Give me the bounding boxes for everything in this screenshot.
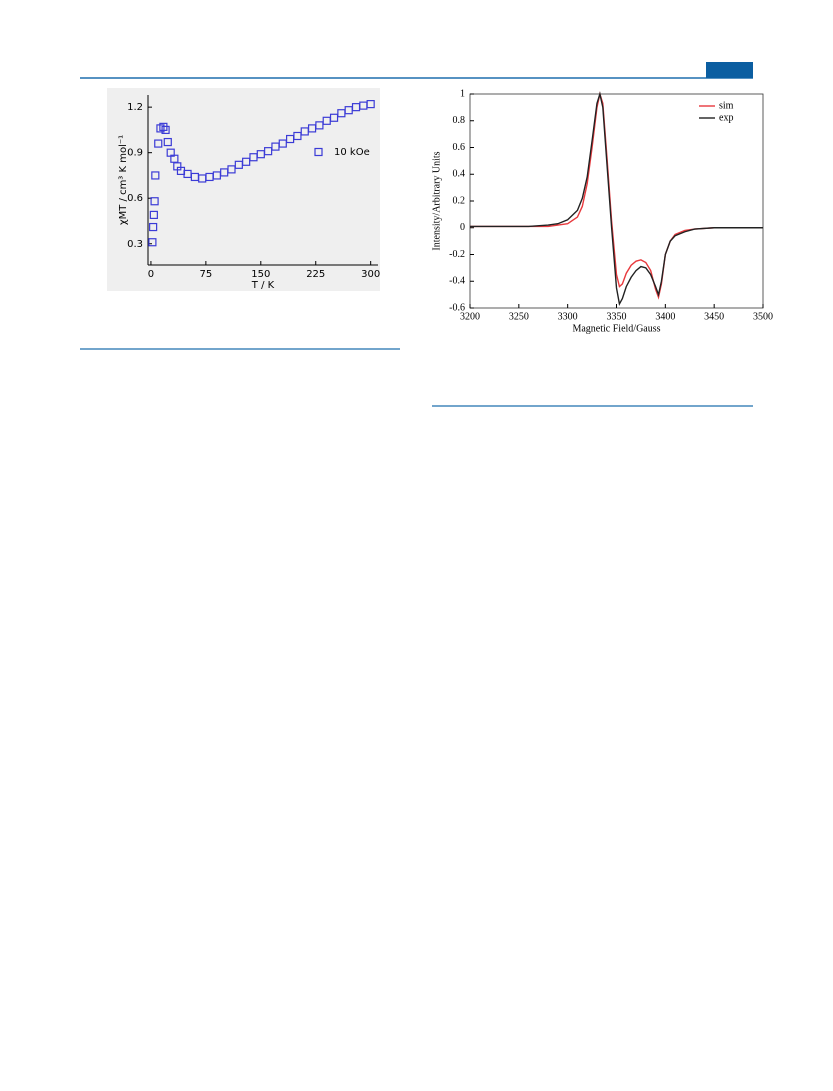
legend-marker [314, 147, 323, 157]
point [315, 121, 324, 130]
y-tick-label: 0.6 [453, 142, 466, 153]
x-tick-label: 75 [199, 269, 212, 280]
y-axis-label: Intensity/Arbitrary Units [431, 151, 442, 250]
x-tick-label: 150 [251, 269, 270, 280]
y-tick-label: 0 [460, 222, 465, 233]
x-tick-label: 3250 [509, 311, 529, 322]
y-tick-label: 1 [460, 88, 465, 99]
y-tick-label: -0.6 [449, 302, 465, 313]
x-axis-label: T / K [251, 280, 275, 291]
x-tick-label: 3200 [460, 311, 480, 322]
header-tab [706, 62, 753, 78]
x-tick-label: 3400 [655, 311, 675, 322]
y-tick-label: 0.3 [127, 239, 143, 250]
x-tick-label: 225 [306, 269, 325, 280]
point [264, 147, 273, 156]
legend-label: exp [719, 112, 733, 123]
point [366, 100, 375, 109]
x-tick-label: 300 [361, 269, 380, 280]
point [149, 222, 158, 232]
point [154, 139, 163, 148]
legend-label: sim [719, 100, 734, 111]
x-tick-label: 3350 [607, 311, 627, 322]
line [470, 91, 763, 300]
y-tick-label: -0.4 [449, 276, 465, 287]
y-tick-label: 0.2 [453, 195, 466, 206]
point [161, 125, 170, 135]
point [150, 197, 159, 206]
point [329, 113, 339, 122]
x-tick-label: 3500 [753, 311, 773, 322]
point [151, 171, 160, 180]
y-tick-label: 0.6 [127, 193, 143, 204]
point [149, 210, 158, 220]
legend-label: 10 kOe [334, 147, 370, 158]
point [278, 139, 287, 148]
y-axis-label: χMT / cm³ K mol⁻¹ [118, 135, 129, 225]
y-tick-label: 0.8 [453, 115, 466, 126]
x-axis-label: Magnetic Field/Gauss [572, 323, 660, 334]
y-tick-label: 1.2 [127, 102, 143, 113]
line [470, 91, 763, 307]
point [227, 165, 236, 174]
point [293, 131, 302, 141]
point [163, 137, 172, 147]
point [148, 238, 157, 247]
y-tick-label: -0.2 [449, 249, 465, 260]
x-tick-label: 3450 [704, 311, 724, 322]
x-tick-label: 3300 [558, 311, 578, 322]
y-tick-label: 0.4 [453, 169, 466, 180]
point [242, 157, 251, 166]
x-tick-label: 0 [148, 269, 154, 280]
y-tick-label: 0.9 [127, 148, 143, 159]
